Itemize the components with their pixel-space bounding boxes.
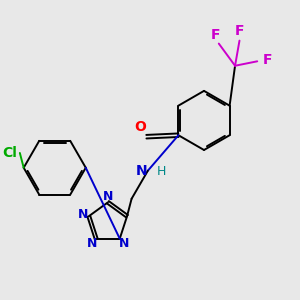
Text: N: N <box>78 208 88 221</box>
Text: O: O <box>134 120 146 134</box>
Text: N: N <box>118 238 129 250</box>
Text: N: N <box>87 238 98 250</box>
Text: F: F <box>262 53 272 67</box>
Text: H: H <box>157 165 166 178</box>
Text: Cl: Cl <box>2 146 17 160</box>
Text: N: N <box>103 190 113 203</box>
Text: N: N <box>136 164 147 178</box>
Text: F: F <box>235 24 244 38</box>
Text: F: F <box>211 28 220 42</box>
